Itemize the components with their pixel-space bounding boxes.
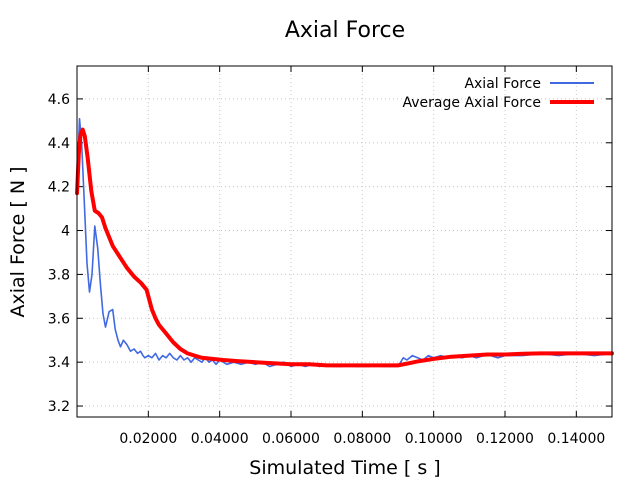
x-axis-label: Simulated Time [ s ] — [249, 457, 440, 479]
x-tick-label: 0.02000 — [119, 431, 177, 447]
x-tick-label: 0.08000 — [333, 431, 391, 447]
y-tick-label: 4 — [61, 224, 70, 240]
axial-force-line — [76, 117, 613, 368]
x-tick-label: 0.06000 — [262, 431, 320, 447]
y-tick-label: 4.2 — [48, 180, 70, 196]
x-tick-label: 0.04000 — [191, 431, 249, 447]
legend-label-axial-force: Axial Force — [464, 76, 541, 92]
average-axial-force-line — [75, 127, 614, 368]
y-tick-label: 4.4 — [48, 136, 70, 152]
y-tick-label: 3.8 — [48, 267, 70, 283]
plot-frame — [76, 65, 613, 418]
x-tick-label: 0.12000 — [476, 431, 534, 447]
y-tick-label: 3.6 — [48, 311, 70, 327]
y-tick-label: 3.4 — [48, 355, 70, 371]
chart-title: Axial Force — [285, 18, 405, 43]
legend-label-average-axial-force: Average Axial Force — [403, 95, 542, 111]
x-tick-label: 0.14000 — [547, 431, 605, 447]
y-tick-label: 4.6 — [48, 92, 70, 108]
legend: Axial Force Average Axial Force — [403, 76, 594, 111]
axis-ticks: 0.02000 0.04000 0.06000 0.08000 0.10000 0.120… — [48, 66, 612, 447]
series-layer — [75, 117, 614, 368]
y-axis-label: Axial Force [ N ] — [7, 166, 29, 317]
x-tick-label: 0.10000 — [405, 431, 463, 447]
y-tick-label: 3.2 — [48, 399, 70, 415]
